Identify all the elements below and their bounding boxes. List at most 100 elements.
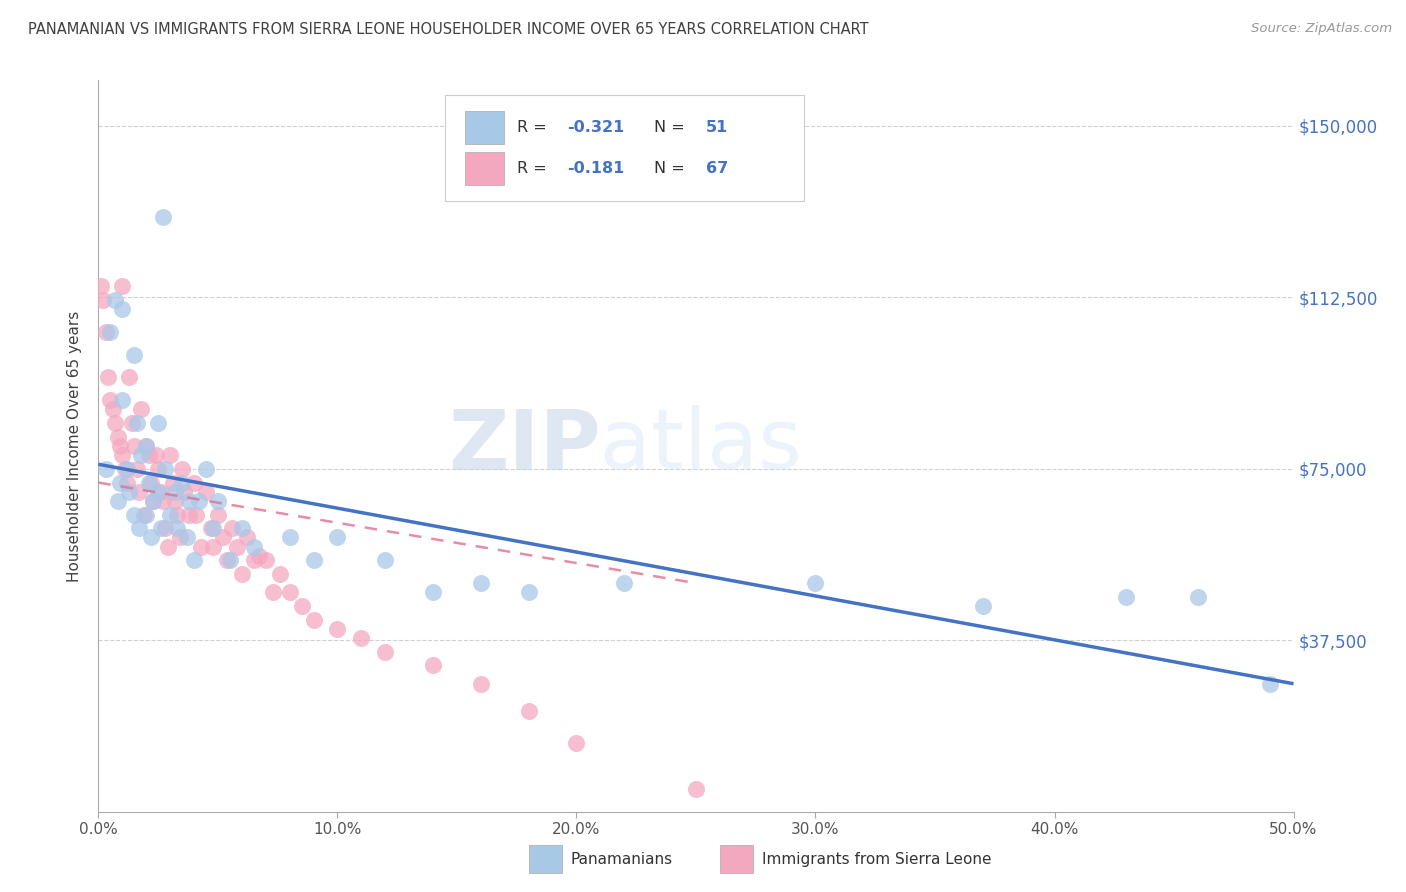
Point	[804, 576, 827, 591]
Point	[1115, 590, 1137, 604]
Point	[269, 567, 291, 582]
Point	[211, 530, 233, 544]
Point	[517, 704, 540, 718]
Point	[163, 484, 186, 499]
Point	[98, 393, 122, 408]
Point	[118, 484, 141, 499]
Point	[152, 211, 174, 225]
Point	[162, 475, 184, 490]
Point	[107, 430, 129, 444]
Point	[326, 622, 349, 636]
Point	[422, 658, 444, 673]
Point	[111, 301, 134, 316]
Point	[138, 448, 160, 462]
Point	[172, 462, 194, 476]
Point	[107, 493, 129, 508]
Text: Source: ZipAtlas.com: Source: ZipAtlas.com	[1251, 22, 1392, 36]
Point	[111, 393, 134, 408]
Text: N =: N =	[654, 120, 690, 136]
Point	[104, 293, 127, 307]
Text: -0.181: -0.181	[567, 161, 624, 176]
Point	[183, 553, 205, 567]
Point	[226, 540, 249, 554]
Point	[124, 348, 146, 362]
Point	[163, 493, 186, 508]
Point	[231, 521, 253, 535]
Point	[470, 676, 492, 690]
Point	[179, 508, 201, 522]
Point	[125, 462, 148, 476]
Point	[254, 553, 277, 567]
Point	[149, 484, 172, 499]
Point	[1258, 676, 1281, 690]
Point	[291, 599, 314, 613]
Point	[132, 508, 155, 522]
Point	[135, 439, 157, 453]
Point	[155, 462, 177, 476]
Text: R =: R =	[517, 120, 551, 136]
Point	[138, 475, 160, 490]
Point	[94, 325, 117, 339]
Point	[111, 279, 134, 293]
Point	[194, 484, 218, 499]
Point	[131, 448, 153, 462]
Point	[470, 576, 492, 591]
Point	[104, 416, 127, 430]
Bar	[720, 846, 754, 873]
Point	[135, 439, 157, 453]
Text: PANAMANIAN VS IMMIGRANTS FROM SIERRA LEONE HOUSEHOLDER INCOME OVER 65 YEARS CORR: PANAMANIAN VS IMMIGRANTS FROM SIERRA LEO…	[28, 22, 869, 37]
Text: R =: R =	[517, 161, 551, 176]
Point	[326, 530, 349, 544]
Point	[148, 462, 170, 476]
Point	[159, 508, 181, 522]
Point	[972, 599, 994, 613]
Point	[194, 462, 218, 476]
Point	[115, 475, 138, 490]
Point	[350, 631, 373, 645]
Point	[302, 553, 325, 567]
Point	[128, 484, 150, 499]
Point	[207, 508, 229, 522]
Point	[235, 530, 257, 544]
Bar	[529, 846, 562, 873]
Point	[247, 549, 270, 563]
Text: 51: 51	[706, 120, 728, 136]
Point	[131, 402, 153, 417]
Text: 67: 67	[706, 161, 728, 176]
Point	[243, 540, 266, 554]
Point	[91, 293, 114, 307]
Point	[166, 521, 188, 535]
Point	[115, 462, 138, 476]
Point	[613, 576, 636, 591]
Point	[152, 493, 174, 508]
Point	[231, 567, 253, 582]
Point	[202, 521, 225, 535]
Point	[101, 402, 124, 417]
Point	[302, 613, 325, 627]
Point	[172, 475, 194, 490]
FancyBboxPatch shape	[444, 95, 804, 201]
Point	[187, 493, 209, 508]
Point	[118, 370, 141, 384]
Point	[124, 508, 146, 522]
Point	[111, 448, 134, 462]
Text: Panamanians: Panamanians	[571, 852, 672, 867]
Point	[108, 439, 131, 453]
Point	[565, 736, 588, 750]
Point	[1187, 590, 1209, 604]
Point	[217, 553, 239, 567]
Text: atlas: atlas	[600, 406, 801, 486]
Point	[97, 370, 120, 384]
Point	[422, 585, 444, 599]
Point	[125, 416, 148, 430]
Point	[278, 585, 301, 599]
Point	[142, 493, 165, 508]
Point	[517, 585, 540, 599]
Point	[219, 553, 242, 567]
Point	[190, 540, 212, 554]
Point	[183, 475, 205, 490]
Point	[139, 475, 162, 490]
Point	[149, 521, 172, 535]
Point	[202, 540, 225, 554]
Point	[200, 521, 222, 535]
